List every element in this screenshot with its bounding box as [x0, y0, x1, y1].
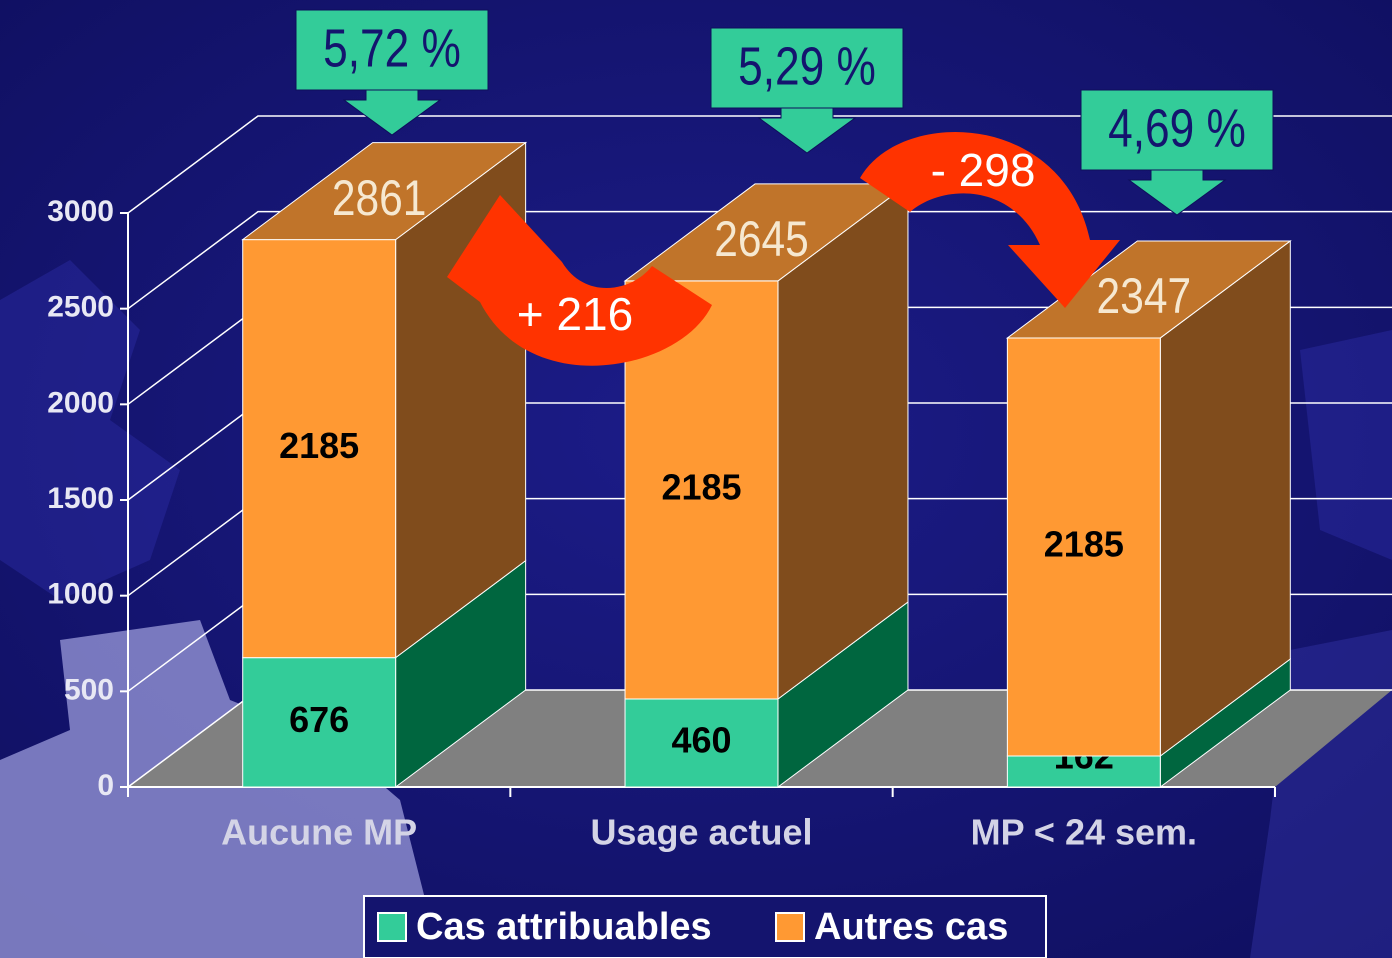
- y-tick-label: 0: [97, 769, 114, 802]
- total-label: 2861: [332, 170, 427, 226]
- y-tick-label: 2000: [47, 386, 114, 419]
- y-tick-label: 3000: [47, 195, 114, 228]
- callouts: 5,72 % 5,29 % 4,69 %: [295, 9, 1274, 216]
- percent-label: 5,29 %: [738, 36, 876, 96]
- total-label: 2645: [714, 211, 809, 267]
- y-tick-label: 1000: [47, 578, 114, 611]
- total-label: 2347: [1097, 268, 1192, 324]
- grid-line: [127, 210, 1392, 310]
- difference-label: + 216: [517, 288, 633, 340]
- plot: 0 500 1000 1500 2000 2500 3000 Aucune MP 676 2185…: [47, 115, 1392, 853]
- x-tick-label: Usage actuel: [590, 812, 812, 853]
- value-label: 2185: [279, 425, 359, 466]
- decor: [0, 260, 180, 600]
- value-label: 676: [289, 699, 349, 740]
- legend-items: Cas attribuables Autres cas: [377, 906, 1008, 948]
- x-tick-label: MP < 24 sem.: [971, 812, 1197, 853]
- value-label: 2185: [1044, 523, 1124, 564]
- y-tick-label: 500: [64, 673, 114, 706]
- callout-arrow: [342, 89, 442, 136]
- decor: [0, 620, 440, 958]
- value-label: 460: [671, 720, 731, 761]
- difference-label: - 298: [931, 144, 1036, 196]
- legend-label: Cas attribuables: [416, 906, 712, 948]
- bar: [242, 239, 397, 659]
- value-label: 2185: [661, 466, 741, 507]
- y-tick-label: 1500: [47, 482, 114, 515]
- percent-label: 4,69 %: [1108, 98, 1246, 158]
- increase-arrow: [447, 195, 712, 366]
- percent-label: 5,72 %: [323, 18, 461, 78]
- legend-swatch: [775, 912, 805, 942]
- bar: [242, 657, 397, 788]
- legend-label: Autres cas: [814, 906, 1008, 948]
- bar: [1006, 755, 1161, 788]
- legend-swatch: [377, 912, 407, 942]
- bar: [1006, 337, 1161, 757]
- callout-arrow: [757, 107, 857, 154]
- legend: [363, 895, 1047, 958]
- callout-box: [1080, 89, 1274, 171]
- grid-line: [127, 115, 1392, 214]
- decrease-arrow: [860, 132, 1120, 308]
- bar-top: [241, 142, 528, 241]
- bar-top: [1005, 240, 1292, 339]
- callout-box: [295, 9, 489, 91]
- callout-box: [710, 27, 904, 109]
- y-tick-label: 2500: [47, 291, 114, 324]
- x-tick-label: Aucune MP: [221, 812, 417, 853]
- decor: [1300, 330, 1392, 560]
- bar: [624, 698, 779, 788]
- callout-arrow: [1127, 169, 1227, 216]
